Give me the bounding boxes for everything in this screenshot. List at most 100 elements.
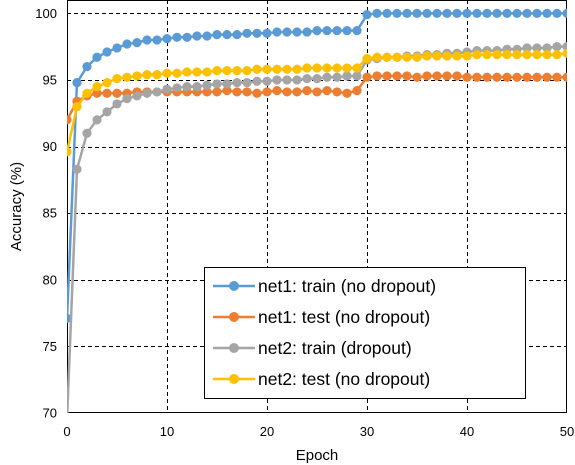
data-point xyxy=(472,8,482,18)
data-point xyxy=(72,78,82,88)
data-point xyxy=(412,8,422,18)
data-point xyxy=(152,87,162,97)
data-point xyxy=(72,164,82,174)
data-point xyxy=(462,72,472,82)
data-point xyxy=(112,74,122,84)
y-tick-label: 75 xyxy=(43,339,57,354)
data-point xyxy=(472,50,482,60)
data-point xyxy=(202,67,212,77)
data-point xyxy=(162,68,172,78)
legend-swatch-marker xyxy=(229,374,239,384)
data-point xyxy=(112,43,122,53)
data-point xyxy=(552,50,562,60)
data-point xyxy=(232,87,242,97)
data-point xyxy=(272,75,282,85)
data-point xyxy=(212,79,222,89)
data-point xyxy=(322,63,332,73)
data-point xyxy=(82,88,92,98)
data-point xyxy=(562,8,567,18)
data-point xyxy=(142,88,152,98)
data-point xyxy=(392,8,402,18)
data-point xyxy=(292,27,302,37)
data-point xyxy=(542,72,552,82)
data-point xyxy=(192,31,202,41)
data-point xyxy=(432,8,442,18)
data-point xyxy=(302,63,312,73)
data-point xyxy=(532,50,542,60)
data-point xyxy=(362,54,372,64)
data-point xyxy=(132,38,142,48)
y-tick-label: 85 xyxy=(43,206,57,221)
data-point xyxy=(452,51,462,61)
data-point xyxy=(382,71,392,81)
data-point xyxy=(392,71,402,81)
data-point xyxy=(102,88,112,98)
data-point xyxy=(372,71,382,81)
data-point xyxy=(92,81,102,92)
data-point xyxy=(62,415,71,424)
data-point xyxy=(492,8,502,18)
data-point xyxy=(282,27,292,37)
y-axis-ticks: 70 75 80 85 90 95 100 xyxy=(35,6,57,421)
legend-swatch-marker xyxy=(229,312,239,322)
data-point xyxy=(402,52,412,62)
data-point xyxy=(452,8,462,18)
data-point xyxy=(382,8,392,18)
data-point xyxy=(562,48,567,58)
data-point xyxy=(502,50,512,60)
data-point xyxy=(472,72,482,82)
data-point xyxy=(262,28,272,38)
data-point xyxy=(332,72,342,82)
legend-item: net1: test (no dropout) xyxy=(213,307,430,327)
x-axis-title: Epoch xyxy=(296,447,339,464)
data-point xyxy=(122,93,132,104)
data-point xyxy=(182,67,192,77)
data-point xyxy=(182,81,192,92)
data-point xyxy=(312,63,322,73)
data-point xyxy=(312,74,322,84)
data-point xyxy=(422,8,432,18)
data-point xyxy=(272,85,282,96)
legend-label: net2: train (dropout) xyxy=(258,338,412,358)
data-point xyxy=(82,128,92,138)
data-point xyxy=(122,72,132,82)
data-point xyxy=(302,74,312,84)
data-point xyxy=(452,71,462,81)
data-point xyxy=(232,78,242,88)
legend: net1: train (no dropout) net1: test (no d… xyxy=(204,267,526,399)
data-point xyxy=(242,28,252,38)
data-point xyxy=(372,8,382,18)
data-point xyxy=(352,71,362,81)
data-point xyxy=(532,8,542,18)
data-point xyxy=(442,71,452,81)
data-point xyxy=(332,87,342,97)
data-point xyxy=(202,87,212,97)
data-point xyxy=(482,50,492,60)
x-tick-label: 40 xyxy=(460,424,474,439)
x-axis-ticks: 0 10 20 30 40 50 xyxy=(63,424,574,439)
data-point xyxy=(322,72,332,82)
data-point xyxy=(242,66,252,76)
data-point xyxy=(562,72,567,82)
data-point xyxy=(262,64,272,74)
data-point xyxy=(152,35,162,45)
data-point xyxy=(212,66,222,76)
data-point xyxy=(192,67,202,77)
data-point xyxy=(542,50,552,60)
y-tick-label: 100 xyxy=(35,6,57,21)
data-point xyxy=(392,52,402,62)
data-point xyxy=(342,88,352,98)
data-point xyxy=(482,8,492,18)
data-point xyxy=(422,71,432,81)
data-point xyxy=(232,30,242,40)
series-1 xyxy=(67,8,567,324)
data-point xyxy=(352,85,362,96)
data-point xyxy=(222,79,232,89)
data-point xyxy=(282,87,292,97)
data-point xyxy=(252,64,262,74)
data-point xyxy=(292,75,302,85)
y-axis-title: Accuracy (%) xyxy=(8,162,25,251)
x-tick-label: 10 xyxy=(160,424,174,439)
data-point xyxy=(532,43,542,53)
